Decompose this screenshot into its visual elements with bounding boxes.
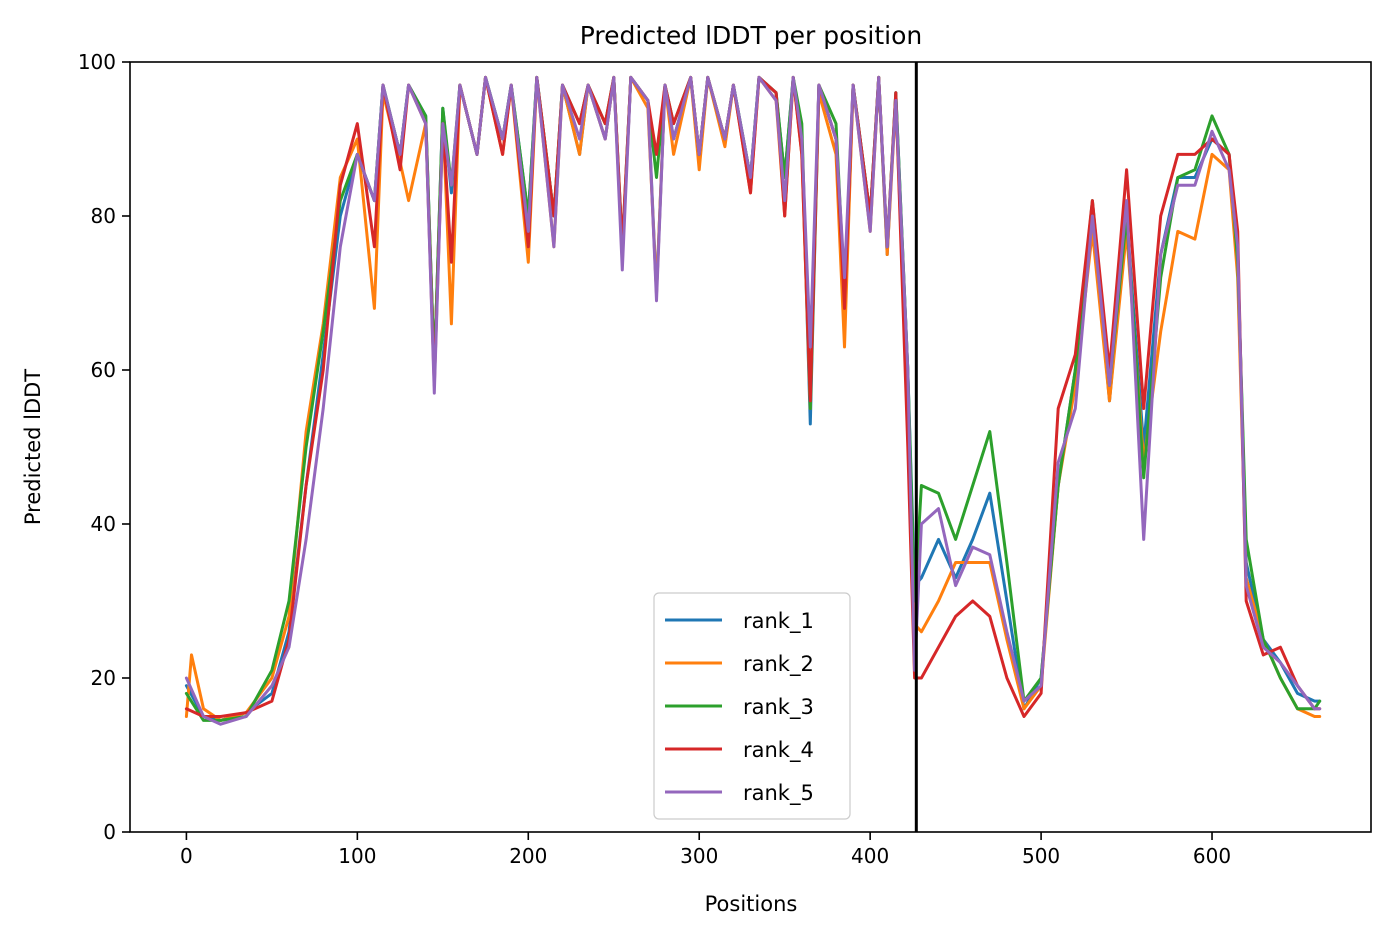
y-tick-label: 40 [91,512,116,536]
legend-box [653,592,851,820]
series-line-rank-5 [184,75,1322,726]
x-tick-label: 100 [338,844,376,868]
y-tick-label: 80 [91,204,116,228]
y-axis: 0 20 40 60 80 100 [78,50,130,844]
x-axis: 0 100 200 300 400 500 600 [180,832,1231,868]
x-tick-label: 200 [509,844,547,868]
y-axis-label: Predicted lDDT [21,369,45,525]
y-tick-label: 60 [91,358,116,382]
x-axis-label: Positions [705,892,798,916]
legend-label: rank_1 [743,609,814,634]
legend-label: rank_2 [743,652,814,677]
y-tick-label: 20 [91,666,116,690]
x-tick-label: 500 [1022,844,1060,868]
legend: rank_1 rank_2 rank_3 rank_4 rank_5 [653,592,851,820]
plot-frame [129,61,1372,833]
legend-label: rank_3 [743,695,814,720]
x-tick-label: 600 [1193,844,1231,868]
legend-label: rank_4 [743,738,814,763]
x-tick-label: 0 [180,844,193,868]
x-tick-label: 400 [851,844,889,868]
plot-lines [184,75,1322,726]
chart-title: Predicted lDDT per position [580,21,922,50]
x-tick-label: 300 [680,844,718,868]
legend-label: rank_5 [743,781,814,806]
y-tick-label: 100 [78,50,116,74]
y-tick-label: 0 [103,820,116,844]
